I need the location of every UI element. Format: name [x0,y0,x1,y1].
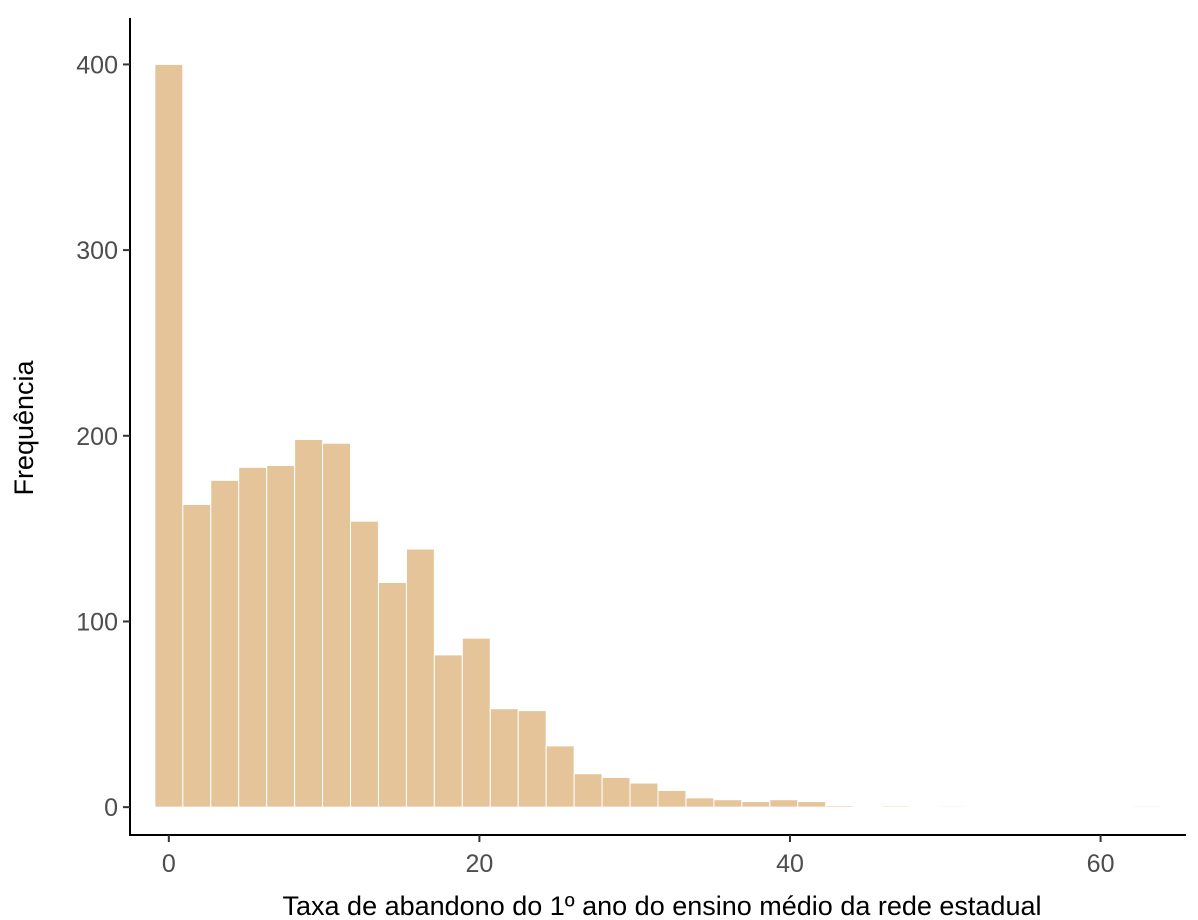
histogram-bar [238,466,268,808]
histogram-bar [1048,806,1078,809]
histogram-bar [769,799,799,808]
y-axis-title: Frequência [9,359,39,495]
histogram-bar [825,805,855,808]
histogram-bar [266,464,296,808]
x-tick-label: 40 [776,850,804,878]
histogram-bar [433,654,463,808]
histogram-bar [405,548,435,808]
x-tick-label: 20 [466,850,494,878]
histogram-bar [350,520,379,808]
histogram-bar [517,710,547,808]
histogram-bar [601,776,631,808]
histogram-bar [657,789,687,808]
y-tick-label: 400 [76,51,118,79]
histogram-bar [210,479,240,808]
y-tick-label: 0 [104,794,118,822]
histogram-bar [992,806,1022,809]
x-tick-label: 0 [162,850,176,878]
histogram-bar [1020,805,1050,808]
histogram-bar [853,806,883,809]
histogram-bar [1132,805,1162,808]
histogram-bar [1076,806,1106,809]
histogram-bar [1104,806,1134,809]
histogram-bar [294,438,324,808]
y-axis-ticks: 0 100 200 300 400 [76,51,130,822]
histogram-bar [937,805,966,808]
histogram-bar [909,806,939,809]
x-axis-title: Taxa de abandono do 1º ano do ensino méd… [283,891,1042,920]
histogram-bar [461,637,491,808]
histogram-bar [964,806,994,809]
x-tick-label: 60 [1087,850,1115,878]
histogram-bar [797,801,827,808]
histogram-bar [545,745,575,808]
y-tick-label: 100 [76,608,118,636]
y-tick-label: 200 [76,423,118,451]
histogram-bar [573,773,603,808]
x-axis-ticks: 0 20 40 60 [162,835,1115,878]
histogram-bar [629,782,659,808]
histogram-bar [489,708,519,808]
histogram-bar [713,799,743,808]
y-tick-label: 300 [76,237,118,265]
histogram-bar [154,63,184,808]
histogram-bars [154,63,1162,809]
histogram-bar [377,581,407,808]
histogram-bar [182,503,212,808]
histogram-bar [322,442,352,808]
histogram-bar [741,801,771,808]
histogram-bar [881,805,911,808]
histogram-bar [685,797,715,808]
